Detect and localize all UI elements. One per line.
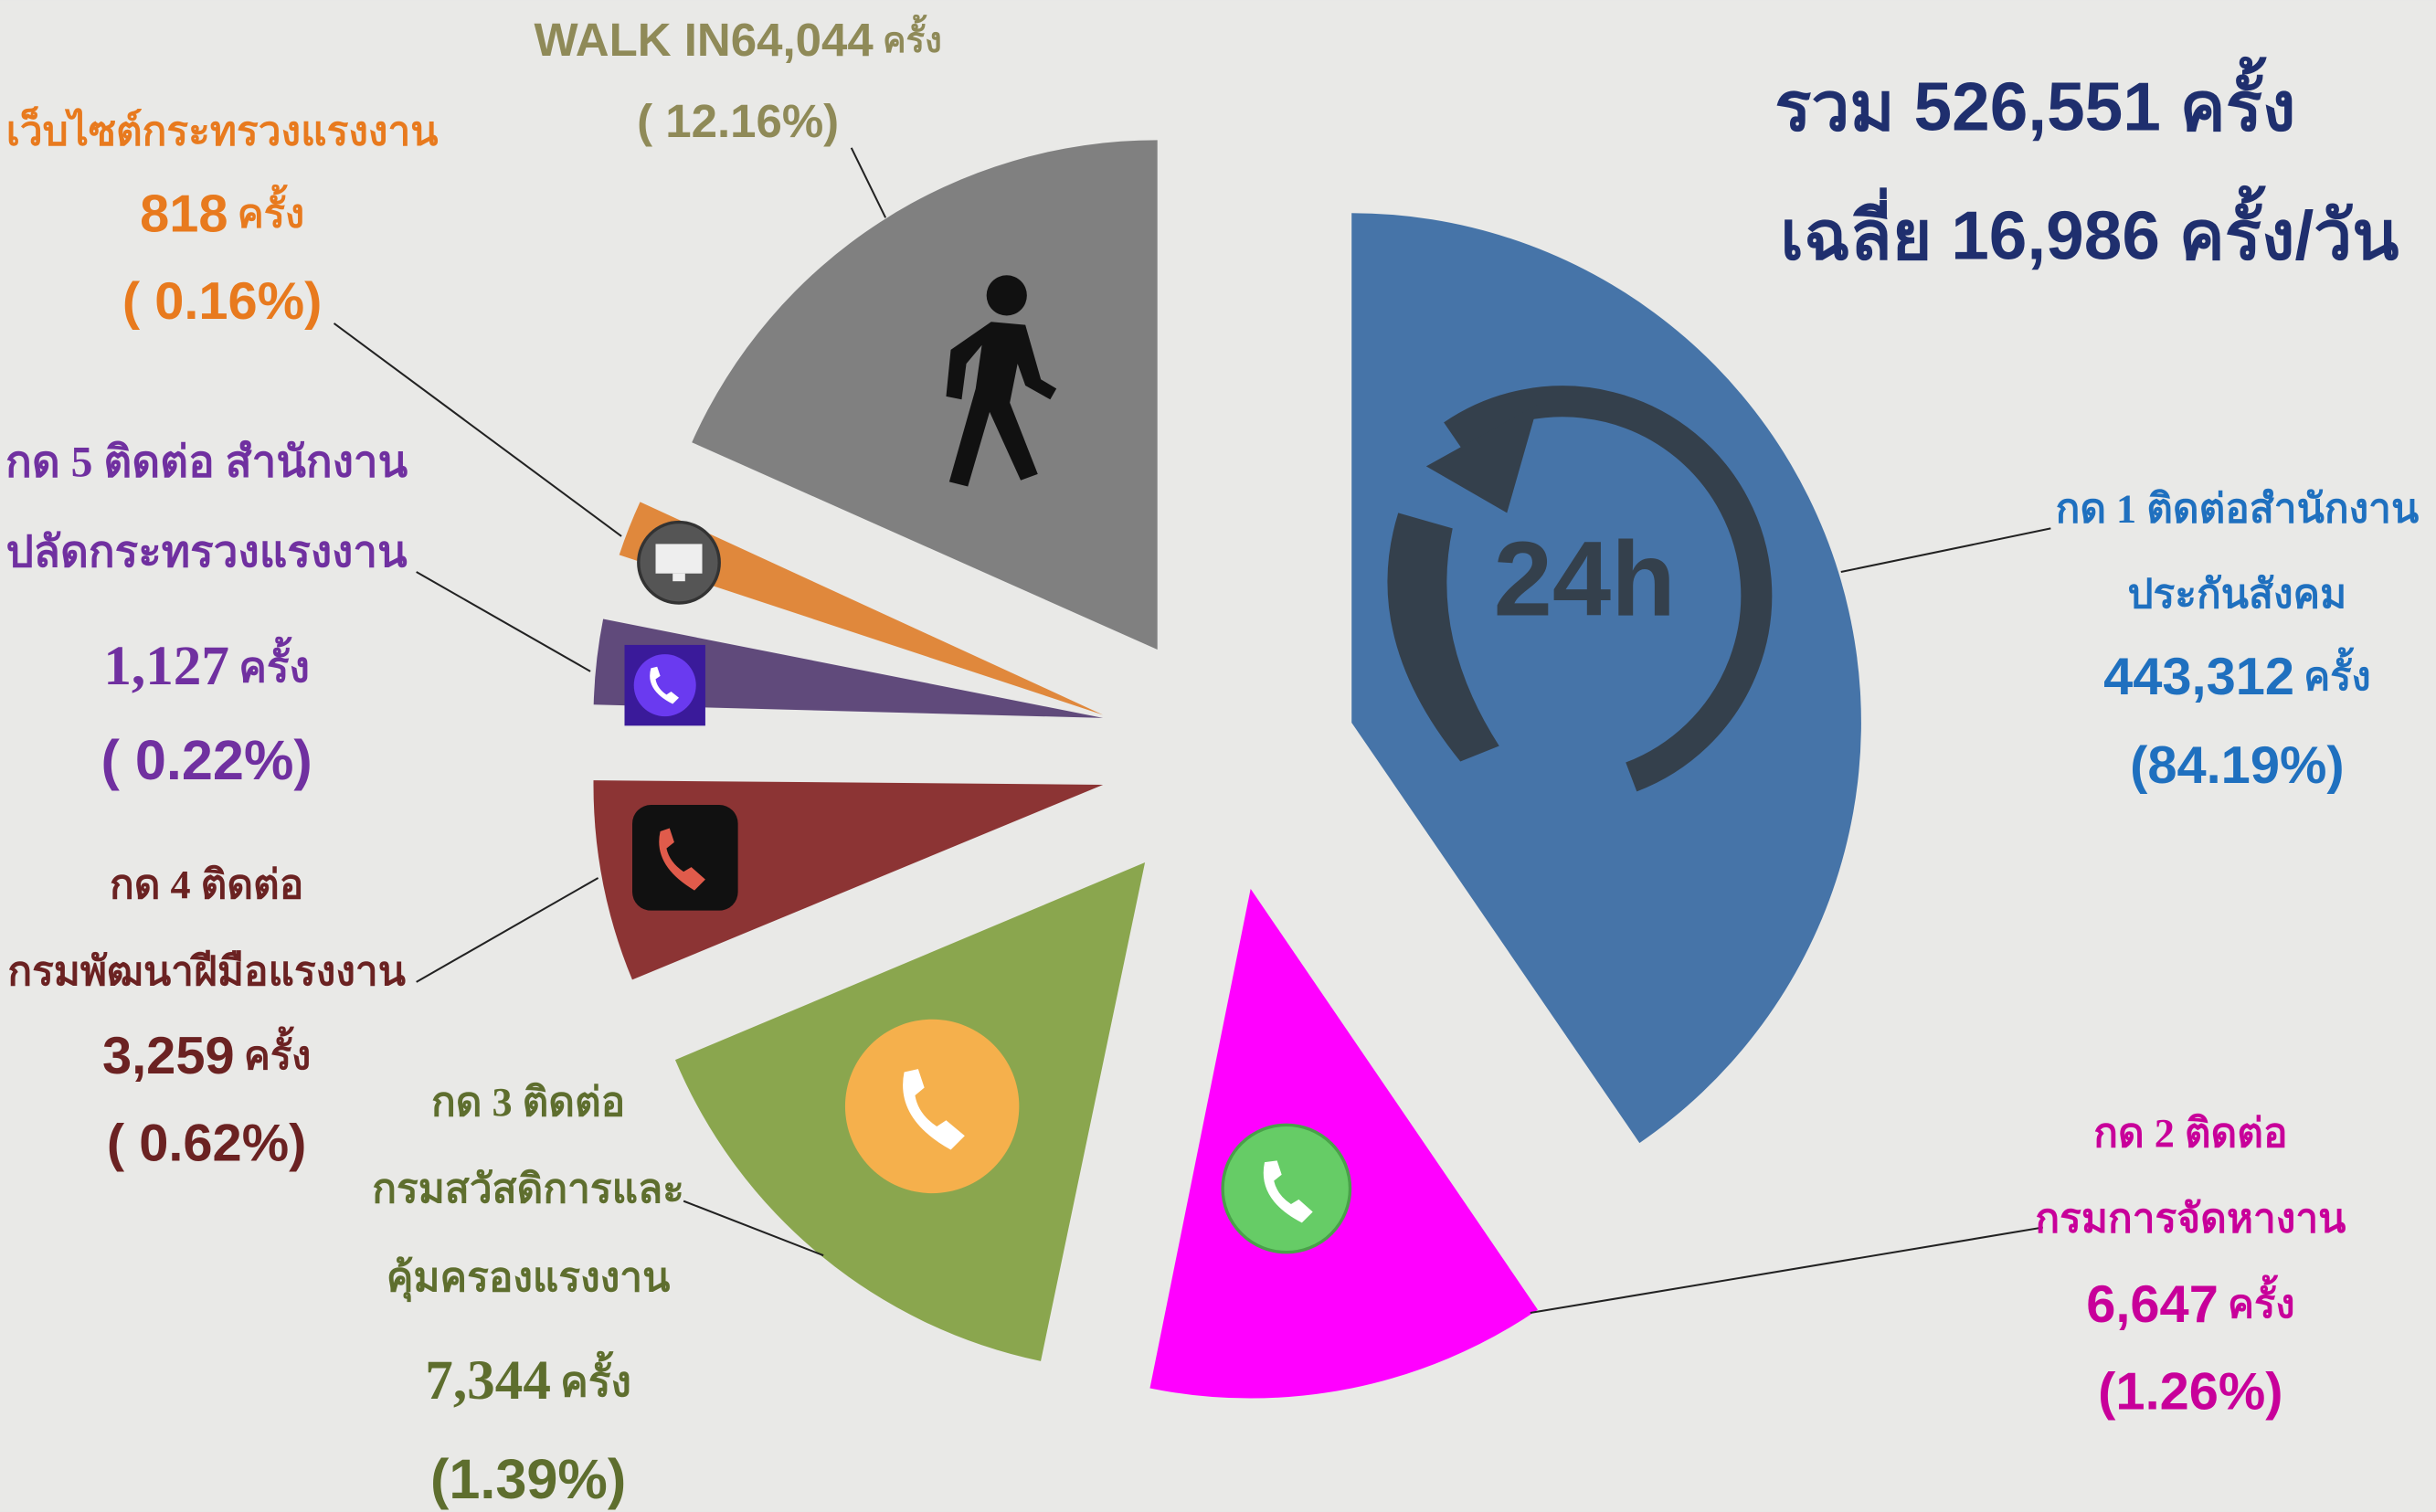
segment-label: ปลัดกระทรวงแรงงาน (6, 529, 408, 576)
count: 443,312 (2103, 648, 2294, 706)
icon-monitor (637, 520, 721, 605)
wedge (593, 619, 1104, 718)
unit: ครั้ง (238, 635, 310, 690)
percent-label: ( 0.22%) (101, 729, 312, 791)
icon-phone-red (632, 805, 738, 911)
segment-label: กด 1 ติดต่อสำนักงาน (2056, 487, 2420, 532)
segment-label: กด 5 ติดต่อ สำนักงาน (5, 439, 408, 486)
segment-label: WALK IN64,044 ครั้ง (534, 14, 941, 66)
unit: ครั้ง (560, 1349, 631, 1404)
leader-line (416, 877, 599, 983)
wedge (619, 502, 1104, 715)
icon-arrow (1425, 404, 1539, 513)
count: 818 (140, 185, 228, 244)
label-text: WALK IN (534, 14, 730, 66)
icon-handset (1387, 513, 1499, 762)
segment-label: กรมสวัสดิการและ (372, 1167, 684, 1211)
percent-label: (84.19%) (2130, 736, 2345, 795)
count-label: 3,259 ครั้ง (102, 1026, 311, 1085)
icon-text: 24h (1494, 521, 1676, 639)
icon-phone-green (1221, 1123, 1352, 1254)
leader-line (416, 571, 591, 672)
count-label: 818 ครั้ง (140, 184, 304, 243)
wedge (1149, 888, 1538, 1399)
count: 7,344 (425, 1349, 551, 1412)
segment-label: กด 4 ติดต่อ (110, 862, 303, 907)
unit: ครั้ง (244, 1026, 311, 1078)
icon-phone-purple (624, 644, 705, 726)
wedges (593, 140, 1861, 1399)
segment-label: เว็บไซต์กระทรวงแรงงาน (6, 105, 439, 153)
segment-label: กด 2 ติดต่อ (2093, 1111, 2287, 1156)
percent-label: ( 12.16%) (637, 95, 839, 147)
icon-24h: 24h (1387, 386, 1773, 792)
icon-phone-orange (844, 1019, 1020, 1194)
leader-lines (333, 147, 2051, 1315)
leader-line (1530, 1226, 2044, 1315)
summary-average: เฉลี่ย 16,986 ครั้ง/วัน (1780, 185, 2399, 274)
leader-line (333, 322, 622, 537)
count-label: 6,647 ครั้ง (2086, 1274, 2294, 1334)
count: 6,647 (2086, 1275, 2219, 1334)
unit: ครั้ง (2304, 647, 2370, 699)
segment-label: กด 3 ติดต่อ (431, 1080, 625, 1125)
summary-total: รวม 526,551 ครั้ง (1774, 57, 2295, 145)
count-label: 1,127 ครั้ง (103, 635, 310, 697)
count: 1,127 (103, 635, 229, 697)
icon-arc (1444, 386, 1773, 792)
count: 64,044 (731, 14, 874, 66)
unit: ครั้ง (883, 15, 942, 60)
unit: ครั้ง (2228, 1274, 2294, 1327)
segment-label: คุ้มครองแรงงาน (387, 1255, 670, 1303)
wedge (692, 140, 1158, 650)
segment-label: กรมพัฒนาฝีมือแรงงาน (7, 949, 406, 994)
unit: ครั้ง (238, 184, 304, 236)
percent-label: ( 0.16%) (122, 272, 322, 331)
leader-line (1840, 527, 2051, 574)
percent-label: ( 0.62%) (107, 1114, 306, 1172)
percent-label: (1.39%) (430, 1448, 626, 1510)
count-label: 443,312 ครั้ง (2103, 647, 2371, 706)
segment-label: ประกันสังคม (2128, 572, 2347, 617)
percent-label: (1.26%) (2098, 1362, 2282, 1421)
segment-label: กรมการจัดหางาน (2035, 1197, 2346, 1242)
icon-walker (946, 275, 1057, 487)
count-label: 7,344 ครั้ง (425, 1349, 631, 1412)
leader-line (683, 1200, 824, 1257)
leader-line (850, 147, 887, 218)
count: 3,259 (102, 1027, 235, 1085)
